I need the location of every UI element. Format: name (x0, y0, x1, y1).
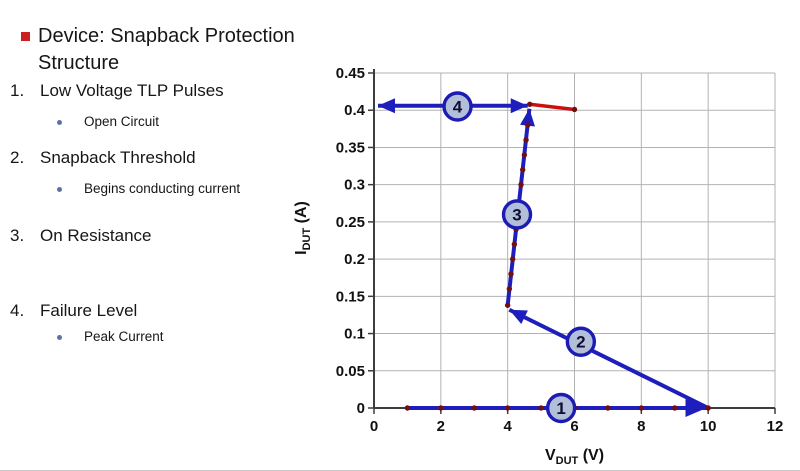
step-circle-label-3: 3 (512, 205, 521, 224)
y-tick-label: 0.4 (344, 102, 366, 119)
list-item-2-label: Snapback Threshold (40, 148, 196, 167)
list-item-2-sub: Begins conducting current (84, 181, 241, 196)
data-point (523, 137, 529, 143)
x-tick-label: 10 (700, 418, 717, 435)
data-point (705, 405, 711, 411)
list-item-4-sub: Peak Current (84, 329, 164, 344)
list-item-4-number: 4. (10, 301, 25, 320)
list-item-3-number: 3. (10, 226, 25, 245)
y-tick-label: 0.35 (336, 139, 365, 156)
data-point (506, 286, 513, 292)
list-item-1-label: Low Voltage TLP Pulses (40, 81, 224, 100)
y-axis-title: IDUT (A) (293, 201, 313, 255)
data-point (508, 271, 514, 277)
list-item-1-sub: Open Circuit (84, 114, 160, 129)
x-axis-title: VDUT (V) (545, 447, 604, 467)
step-circle-2 (565, 326, 597, 357)
data-point (638, 405, 645, 411)
trace-step2-snapback-threshold (508, 307, 710, 410)
data-point (525, 122, 531, 128)
data-point (404, 405, 411, 411)
bullet-dot-icon (57, 335, 62, 340)
y-tick-label: 0.45 (336, 65, 365, 82)
step-circle-3 (501, 199, 533, 230)
data-point (509, 256, 516, 262)
bullet-dot-icon (57, 187, 62, 192)
arrowhead-step3-on-resistance (520, 108, 535, 127)
data-point (511, 241, 518, 247)
y-tick-label: 0 (357, 400, 365, 417)
data-point (527, 101, 533, 107)
data-point (672, 405, 678, 411)
list-item-2-number: 2. (10, 148, 25, 167)
y-tick-label: 0.25 (336, 214, 365, 231)
data-point (471, 405, 477, 411)
slide-title: Device: Snapback Protection Structure (38, 23, 295, 77)
list-item-1: 1. Low Voltage TLP Pulses (10, 81, 224, 101)
arrowhead-step1-low-voltage-pulses (685, 399, 707, 417)
y-tick-label: 0.1 (344, 326, 365, 343)
arrowhead-step4-failure-level (510, 98, 528, 114)
data-point (605, 405, 611, 411)
list-item-4: 4. Failure Level (10, 301, 137, 321)
data-point (521, 152, 528, 158)
arrowhead-step2-snapback-threshold (509, 309, 528, 324)
bullet-square-icon (21, 32, 30, 41)
list-item-3-label: On Resistance (40, 226, 152, 245)
slide-title-line2: Structure (38, 52, 120, 74)
data-point (518, 181, 524, 188)
bullet-dot-icon (57, 120, 62, 125)
data-point (438, 405, 444, 411)
x-tick-label: 12 (767, 418, 784, 435)
data-point (504, 302, 511, 308)
x-tick-label: 6 (570, 418, 578, 435)
list-item-4-label: Failure Level (40, 301, 138, 320)
slide-title-line1: Device: Snapback Protection (38, 25, 295, 47)
x-tick-label: 0 (370, 418, 378, 435)
step-circle-label-4: 4 (453, 98, 463, 117)
step-circle-1 (545, 392, 577, 424)
trace-post-failure-trace (529, 102, 575, 112)
list-item-2: 2. Snapback Threshold (10, 148, 196, 168)
step-circle-4 (442, 91, 473, 122)
y-tick-label: 0.05 (336, 363, 365, 380)
data-point (538, 405, 544, 411)
y-tick-label: 0.3 (344, 177, 365, 194)
list-item-3: 3. On Resistance (10, 226, 152, 246)
y-tick-label: 0.15 (336, 288, 365, 305)
step-circle-label-1: 1 (556, 399, 565, 418)
list-item-1-number: 1. (10, 81, 25, 100)
data-point (571, 106, 578, 113)
step-circle-label-2: 2 (576, 333, 585, 352)
data-point (504, 405, 511, 411)
x-tick-label: 8 (637, 418, 645, 435)
data-point (520, 167, 526, 173)
y-tick-label: 0.2 (344, 251, 365, 268)
x-tick-label: 4 (503, 418, 512, 435)
x-tick-label: 2 (437, 418, 445, 435)
arrowhead-step4-failure-level (378, 98, 396, 114)
